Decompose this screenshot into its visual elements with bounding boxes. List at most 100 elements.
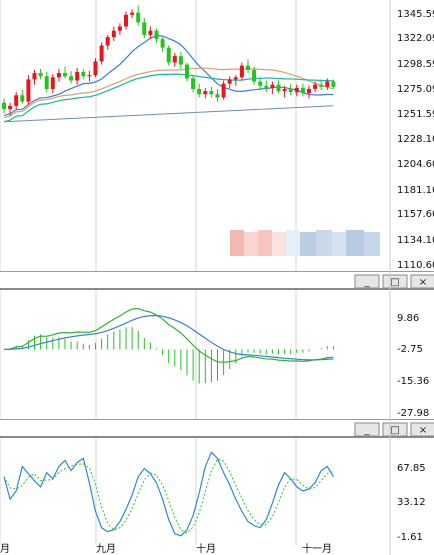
candle-body [63, 73, 67, 77]
price-tick-label: 1228.10 [397, 134, 434, 145]
candle-body [191, 78, 196, 89]
candle-body [276, 84, 281, 92]
stochastic-axis-labels: 67.85 33.12 -1.61 [397, 463, 426, 543]
candle-body [87, 75, 92, 77]
candle-body [319, 84, 324, 87]
maximize-icon: □ [390, 277, 399, 288]
candle-body [172, 56, 177, 63]
candle-body [227, 79, 232, 84]
candle-body [166, 47, 171, 63]
candle-body [32, 73, 37, 80]
x-axis-labels: 月 九月 十月 十一月 [0, 542, 332, 555]
macd-tick-label: 9.86 [397, 313, 419, 324]
candle-body [8, 105, 13, 110]
candle-body [136, 12, 141, 23]
candle-body [270, 84, 275, 88]
price-tick-label: 1345.59 [397, 9, 434, 20]
x-tick-label: 九月 [96, 543, 116, 555]
candle-body [307, 88, 311, 94]
candle-body [14, 95, 19, 106]
macd-fast-line [3, 307, 334, 363]
minimize-button[interactable]: _ [354, 422, 380, 437]
candle-body [99, 45, 104, 62]
price-tick-label: 1298.59 [397, 59, 434, 70]
macd-panel-titlebar [0, 271, 434, 290]
minimize-icon: _ [364, 425, 371, 436]
candle-body [130, 12, 135, 15]
candle-body [288, 88, 293, 93]
close-icon: × [419, 425, 427, 436]
price-tick-label: 1204.60 [397, 159, 434, 170]
price-axis-labels: 1345.59 1322.09 1298.59 1275.09 1251.59 … [397, 9, 434, 271]
x-tick-label: 十一月 [302, 542, 332, 555]
x-tick-label: 十月 [196, 542, 216, 555]
price-tick-label: 1134.10 [397, 235, 434, 246]
candle-body [44, 76, 49, 89]
minimize-button[interactable]: _ [354, 274, 380, 289]
x-tick-label: 月 [0, 543, 10, 555]
maximize-button[interactable]: □ [382, 274, 408, 289]
candle-body [69, 76, 74, 81]
macd-tick-label: -2.75 [397, 344, 423, 355]
candle-body [185, 64, 189, 79]
candle-body [56, 73, 61, 78]
candle-body [331, 81, 336, 87]
candle-body [93, 61, 98, 76]
candle-body [197, 88, 202, 95]
candle-body [325, 81, 330, 87]
candle-body [2, 102, 6, 110]
candle-body [124, 14, 128, 27]
candle-body [50, 77, 55, 89]
macd-axis-labels: 9.86 -2.75 -15.36 -27.98 [397, 313, 429, 419]
close-icon: × [419, 277, 427, 288]
stochastic-d-line [3, 458, 334, 534]
candle-body [300, 87, 305, 94]
candle-body [313, 84, 318, 89]
maximize-button[interactable]: □ [382, 422, 408, 437]
candle-body [294, 87, 299, 93]
ma-mid-line [3, 73, 334, 123]
macd-tick-label: -15.36 [397, 376, 429, 387]
candle-body [117, 26, 122, 31]
stochastic-k-line [3, 451, 334, 537]
candle-body [26, 79, 31, 102]
price-tick-label: 1251.59 [397, 109, 434, 120]
minimize-icon: _ [364, 277, 371, 288]
ma-extra-long-line [3, 105, 334, 123]
close-button[interactable]: × [410, 422, 434, 437]
candle-body [154, 30, 159, 40]
candle-body [111, 30, 116, 38]
stochastic-panel [3, 451, 334, 537]
candle-body [258, 81, 263, 86]
price-tick-label: 1322.09 [397, 33, 434, 44]
candle-body [203, 91, 208, 95]
candle-body [209, 91, 214, 95]
macd-tick-label: -27.98 [397, 408, 429, 419]
candle-body [282, 88, 287, 92]
candle-body [264, 85, 269, 88]
stochastic-tick-label: 67.85 [397, 463, 426, 474]
close-button[interactable]: × [410, 274, 434, 289]
candle-body [148, 30, 153, 35]
macd-signal-line [3, 314, 334, 361]
candle-body [246, 65, 250, 70]
blurred-watermark [230, 230, 380, 256]
price-tick-label: 1275.09 [397, 84, 434, 95]
candle-body [142, 22, 147, 35]
candle-body [160, 39, 165, 48]
candle-body [20, 95, 25, 102]
candle-body [178, 56, 183, 65]
candle-body [81, 72, 86, 77]
macd-window-controls: _ □ × [354, 274, 434, 289]
macd-panel [3, 307, 334, 384]
ma-long-line [3, 67, 334, 119]
stochastic-tick-label: 33.12 [397, 497, 426, 508]
candle-body [233, 77, 238, 80]
candle-body [221, 83, 226, 98]
stochastic-window-controls: _ □ × [354, 422, 434, 437]
stochastic-tick-label: -1.61 [397, 532, 423, 543]
maximize-icon: □ [390, 425, 399, 436]
price-tick-label: 1110.60 [397, 260, 434, 271]
price-panel [2, 5, 380, 256]
